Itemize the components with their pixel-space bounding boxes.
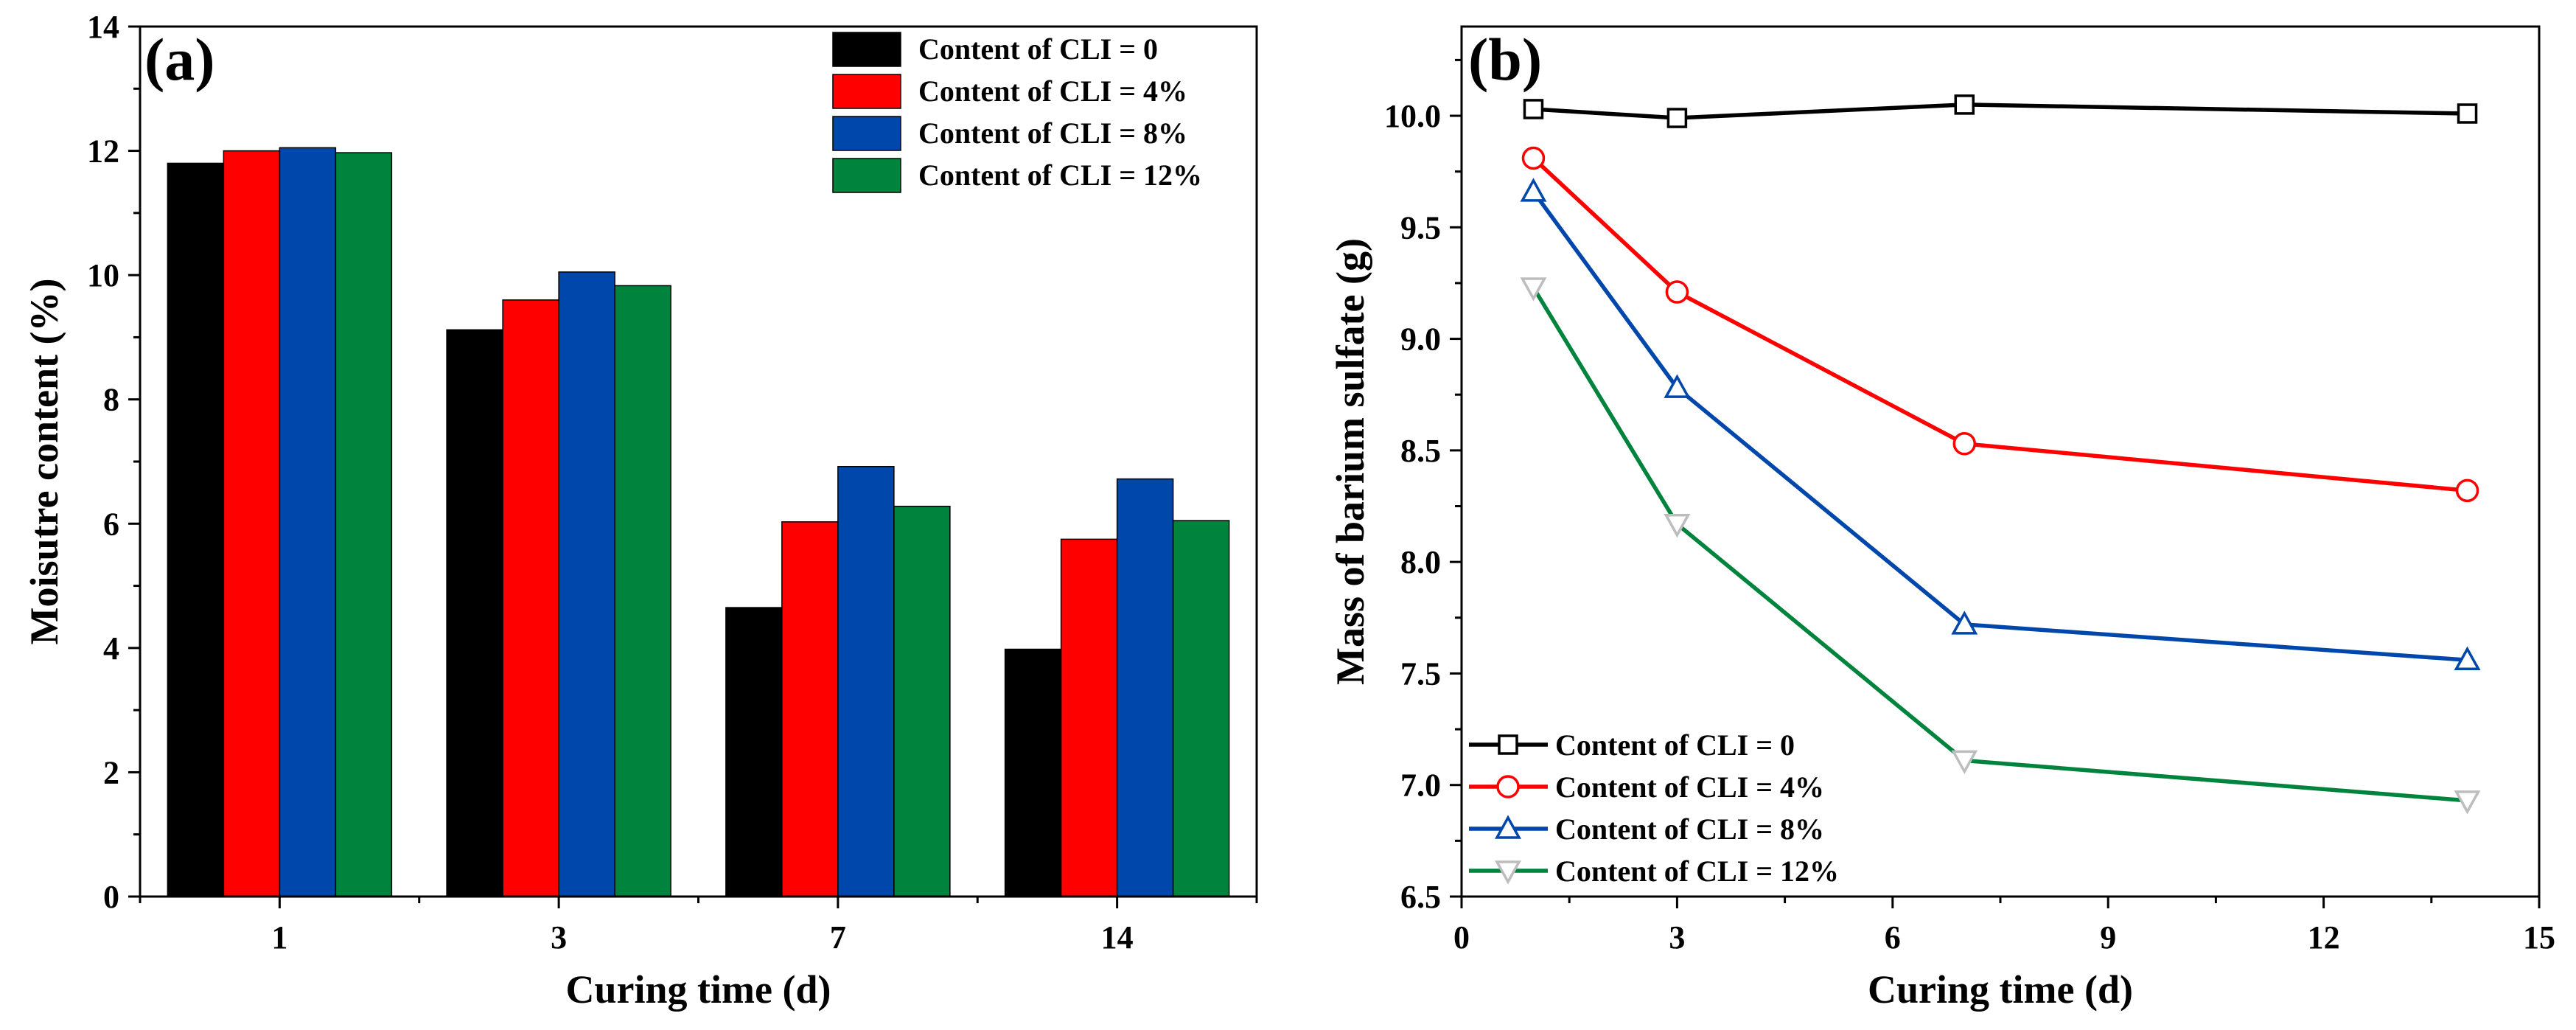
y-tick-label: 7.5 bbox=[1400, 655, 1441, 692]
bar bbox=[223, 150, 281, 897]
legend-label: Content of CLI = 0 bbox=[918, 32, 1158, 66]
legend-label: Content of CLI = 12% bbox=[918, 159, 1202, 192]
legend-label: Content of CLI = 4% bbox=[918, 74, 1187, 108]
bar bbox=[1172, 520, 1230, 897]
bar bbox=[279, 147, 337, 897]
legend-marker bbox=[1496, 775, 1520, 798]
y-tick-label: 4 bbox=[103, 630, 119, 667]
x-tick-label: 15 bbox=[2523, 919, 2555, 956]
legend-label: Content of CLI = 8% bbox=[918, 116, 1187, 150]
series-line bbox=[1532, 286, 2468, 803]
bar bbox=[1060, 538, 1118, 897]
legend-marker bbox=[1495, 860, 1521, 885]
bar bbox=[893, 505, 951, 897]
panel-a-bar-chart: 0 2 4 6 8 10 12 14 1 3 7 14 Curing time (d) Moisutre … bbox=[22, 9, 1258, 1012]
y-tick-label: 8.0 bbox=[1400, 544, 1441, 580]
x-tick-label: 3 bbox=[1669, 919, 1685, 956]
x-tick-label: 14 bbox=[1101, 919, 1134, 956]
y-tick-label: 10.0 bbox=[1384, 98, 1441, 134]
legend-marker bbox=[1498, 734, 1518, 755]
bar bbox=[558, 271, 615, 897]
y-tick-label: 10 bbox=[87, 257, 119, 293]
legend-swatch bbox=[832, 74, 901, 109]
legend-swatch bbox=[832, 32, 901, 67]
x-tick-label: 0 bbox=[1453, 919, 1470, 956]
data-point bbox=[2455, 479, 2479, 503]
bar bbox=[614, 285, 671, 897]
y-tick-label: 2 bbox=[103, 754, 119, 790]
y-tick-label: 9.0 bbox=[1400, 321, 1441, 358]
data-point bbox=[1664, 513, 1691, 538]
bar bbox=[725, 607, 783, 897]
legend-label: Content of CLI = 0 bbox=[1555, 728, 1795, 762]
x-tick-label: 9 bbox=[2100, 919, 2116, 956]
y-tick-label: 6.5 bbox=[1400, 879, 1441, 915]
data-point bbox=[1951, 750, 1978, 775]
data-point bbox=[2454, 646, 2481, 671]
data-point bbox=[1520, 178, 1547, 202]
bar bbox=[335, 152, 393, 897]
data-point bbox=[1665, 280, 1689, 304]
x-tick-label: 3 bbox=[551, 919, 567, 956]
y-tick-label: 7.0 bbox=[1400, 768, 1441, 804]
plot-frame bbox=[1460, 25, 2541, 898]
legend-swatch bbox=[832, 158, 901, 193]
series-line bbox=[1532, 156, 2468, 493]
data-point bbox=[2457, 103, 2478, 124]
bar bbox=[446, 329, 503, 897]
legend-label: Content of CLI = 8% bbox=[1555, 812, 1824, 846]
legend-label: Content of CLI = 4% bbox=[1555, 770, 1824, 804]
panel-a-label: (a) bbox=[144, 26, 215, 93]
bar bbox=[1004, 648, 1062, 897]
y-tick-label: 6 bbox=[103, 506, 119, 542]
legend-label: Content of CLI = 12% bbox=[1555, 855, 1839, 888]
legend: Content of CLI = 0 Content of CLI = 4% Con… bbox=[832, 32, 1202, 193]
y-tick-label: 9.5 bbox=[1400, 209, 1441, 246]
legend: Content of CLI = 0 Content of CLI = 4% Con… bbox=[1469, 728, 1839, 888]
bar bbox=[781, 521, 839, 897]
data-point bbox=[1521, 146, 1546, 170]
panel-b-label: (b) bbox=[1468, 26, 1542, 93]
y-tick-label: 8 bbox=[103, 382, 119, 418]
x-axis-title: Curing time (d) bbox=[1868, 967, 2133, 1012]
data-point bbox=[1520, 277, 1547, 302]
series-line bbox=[1533, 102, 2468, 120]
y-tick-label: 12 bbox=[87, 133, 119, 170]
panel-b-line-chart: 6.5 7.0 7.5 8.0 8.5 9.0 9.5 10.0 0 3 6 9 12 15 Curing … bbox=[1328, 25, 2555, 1012]
data-point bbox=[1952, 432, 1977, 456]
data-point bbox=[1954, 94, 1975, 115]
x-tick-label: 1 bbox=[271, 919, 287, 956]
x-tick-label: 7 bbox=[830, 919, 846, 956]
data-point bbox=[1664, 374, 1691, 398]
x-axis-title: Curing time (d) bbox=[566, 967, 831, 1012]
data-point bbox=[1523, 99, 1544, 119]
bar bbox=[502, 299, 559, 897]
y-tick-label: 14 bbox=[87, 9, 119, 45]
x-tick-label: 6 bbox=[1885, 919, 1901, 956]
y-axis-title: Mass of barium sulfate (g) bbox=[1328, 238, 1372, 685]
y-tick-label: 0 bbox=[103, 879, 119, 915]
bar bbox=[837, 465, 895, 897]
data-point bbox=[2454, 790, 2481, 815]
bar bbox=[167, 162, 225, 897]
legend-marker bbox=[1495, 815, 1521, 839]
series-line bbox=[1532, 190, 2468, 663]
bar bbox=[1116, 478, 1174, 897]
y-axis-title: Moisutre content (%) bbox=[22, 279, 66, 645]
legend-swatch bbox=[832, 116, 901, 151]
data-point bbox=[1666, 108, 1688, 128]
x-tick-label: 12 bbox=[2308, 919, 2340, 956]
data-point bbox=[1951, 610, 1978, 635]
y-tick-label: 8.5 bbox=[1400, 433, 1441, 469]
